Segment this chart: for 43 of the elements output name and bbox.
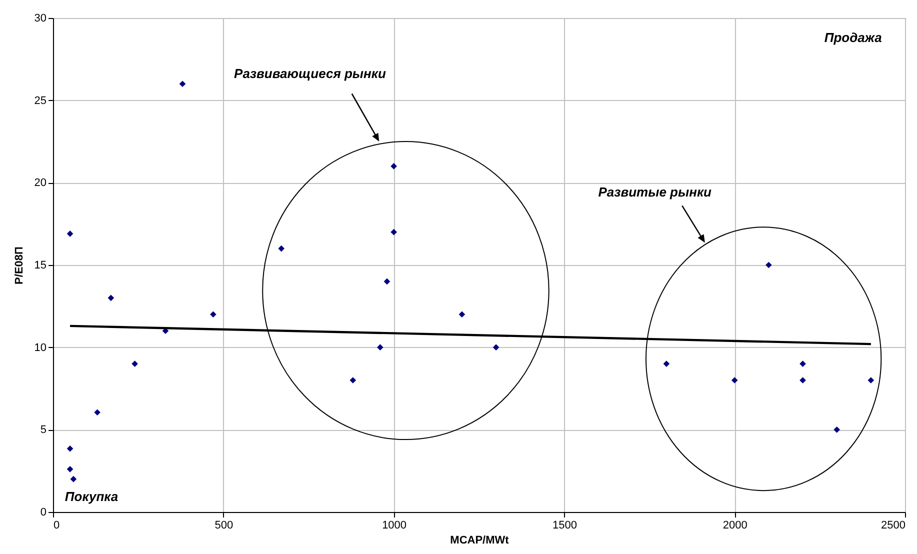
point: [66, 466, 74, 472]
point: [731, 377, 738, 384]
point: [868, 377, 874, 384]
point: [384, 278, 390, 285]
point: [350, 377, 356, 384]
point: [492, 344, 500, 350]
y-tick-label: 30: [34, 12, 46, 24]
annotation: Покупка: [64, 489, 118, 504]
y-tick-label: 5: [40, 424, 46, 436]
x-tick-label: 1500: [552, 520, 577, 532]
point: [458, 311, 466, 318]
point: [66, 445, 74, 452]
y-tick-label: 25: [34, 94, 46, 107]
annotation: Развивающиеся рынки: [234, 66, 386, 81]
point: [800, 360, 806, 367]
x-tick-label: 1000: [382, 520, 407, 532]
point: [278, 245, 284, 252]
point: [390, 163, 397, 170]
point: [179, 80, 186, 88]
y-tick-label: 15: [34, 260, 46, 272]
point: [390, 228, 397, 236]
y-axis-title: P/E08П: [13, 246, 26, 284]
point: [377, 344, 384, 350]
point: [94, 409, 100, 416]
point: [210, 311, 216, 318]
annotation: Продажа: [824, 30, 882, 45]
x-tick-label: 0: [54, 520, 60, 532]
point: [766, 262, 772, 268]
y-tick-label: 10: [34, 342, 46, 354]
point: [663, 360, 670, 367]
point: [66, 230, 74, 237]
y-tick-label: 0: [40, 506, 46, 518]
x-tick-label: 2500: [881, 520, 906, 532]
y-tick-label: 20: [34, 177, 46, 190]
x-tick-label: 2000: [722, 520, 748, 532]
point: [108, 294, 114, 302]
point: [132, 360, 138, 367]
point: [70, 476, 77, 482]
point: [834, 426, 840, 433]
x-tick-label: 500: [214, 520, 234, 532]
x-axis-title: MCAP/MWt: [450, 534, 510, 546]
point: [800, 377, 806, 384]
annotation: Развитые рынки: [598, 184, 712, 200]
